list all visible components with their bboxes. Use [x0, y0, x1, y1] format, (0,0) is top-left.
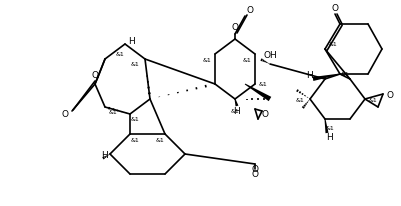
- Text: &1: &1: [325, 125, 334, 130]
- Text: O: O: [251, 165, 258, 174]
- Text: &1: &1: [230, 109, 239, 114]
- Text: &1: &1: [108, 110, 117, 115]
- Text: &1: &1: [295, 97, 304, 102]
- Text: O: O: [91, 70, 98, 79]
- Text: OH: OH: [263, 50, 276, 59]
- Text: O: O: [385, 90, 393, 99]
- Text: &1: &1: [115, 52, 124, 57]
- Text: &1: &1: [155, 137, 164, 142]
- Text: O: O: [251, 170, 258, 179]
- Text: H: H: [326, 133, 332, 142]
- Text: O: O: [261, 110, 268, 119]
- Text: &1: &1: [242, 57, 251, 62]
- Text: &1: &1: [130, 137, 139, 142]
- Text: O: O: [246, 6, 253, 14]
- Text: H: H: [128, 37, 135, 46]
- Text: &1: &1: [130, 117, 139, 122]
- Text: &1: &1: [258, 82, 267, 87]
- Text: &1: &1: [368, 97, 377, 102]
- Text: O: O: [331, 4, 338, 12]
- Text: &1: &1: [130, 62, 139, 67]
- Text: &1: &1: [340, 72, 348, 77]
- Text: H: H: [233, 107, 240, 116]
- Text: H: H: [101, 150, 108, 159]
- Text: O: O: [231, 23, 238, 32]
- Polygon shape: [312, 74, 339, 82]
- Text: &1: &1: [328, 42, 336, 47]
- Polygon shape: [244, 84, 271, 102]
- Text: &1: &1: [202, 57, 211, 62]
- Text: H: H: [306, 70, 313, 79]
- Text: O: O: [61, 110, 68, 119]
- Polygon shape: [234, 99, 238, 107]
- Polygon shape: [324, 119, 328, 133]
